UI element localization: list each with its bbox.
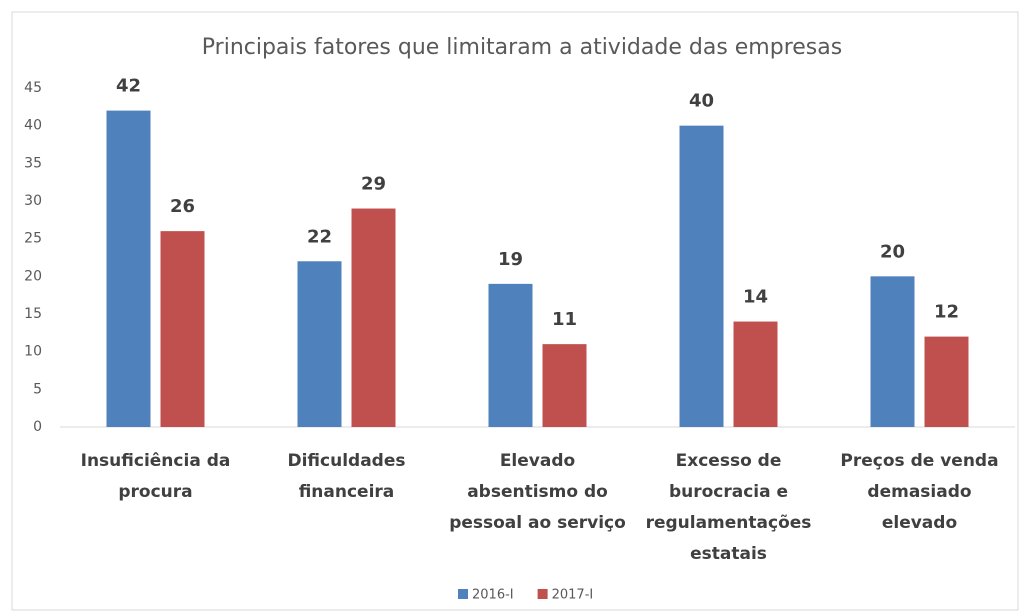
- bar: [542, 344, 587, 427]
- y-tick-label: 0: [33, 419, 42, 435]
- y-tick-label: 10: [24, 344, 42, 360]
- x-tick-label: Elevado absentismo do pessoal ao serviço: [449, 451, 626, 533]
- legend-label: 2016-I: [472, 588, 514, 603]
- chart-title: Principais fatores que limitaram a ativi…: [202, 35, 842, 60]
- legend-label: 2017-I: [552, 588, 594, 603]
- y-tick-label: 15: [24, 306, 42, 322]
- bar: [351, 208, 396, 427]
- x-tick-label: Insuficiência da procura: [80, 451, 231, 502]
- legend-swatch: [458, 589, 468, 599]
- y-tick-label: 20: [24, 268, 42, 284]
- bar: [160, 231, 205, 427]
- value-label: 19: [498, 249, 523, 270]
- bar: [679, 125, 724, 428]
- legend-swatch: [537, 589, 548, 599]
- y-tick-label: 30: [24, 193, 42, 209]
- y-tick-label: 35: [24, 155, 42, 171]
- value-label: 20: [880, 241, 905, 262]
- x-tick-label: Dificuldades financeira: [287, 451, 406, 502]
- y-tick-label: 40: [24, 118, 42, 134]
- value-label: 12: [934, 302, 959, 323]
- bar: [870, 276, 915, 427]
- y-tick-label: 45: [24, 80, 42, 96]
- bar: [488, 283, 533, 427]
- y-tick-label: 25: [24, 231, 42, 247]
- x-tick-label: Preços de venda demasiado elevado: [840, 451, 999, 533]
- value-label: 29: [361, 174, 386, 195]
- value-label: 11: [552, 309, 577, 330]
- bar: [733, 321, 778, 427]
- value-label: 14: [743, 287, 768, 308]
- bar: [297, 261, 342, 427]
- value-label: 40: [689, 91, 714, 112]
- x-tick-label: Excesso de burocracia e regulamentações …: [645, 451, 812, 564]
- value-label: 22: [307, 226, 332, 247]
- bar: [924, 336, 969, 427]
- bar: [106, 110, 151, 427]
- value-label: 42: [116, 76, 141, 97]
- value-label: 26: [170, 196, 195, 217]
- y-tick-label: 5: [33, 381, 42, 397]
